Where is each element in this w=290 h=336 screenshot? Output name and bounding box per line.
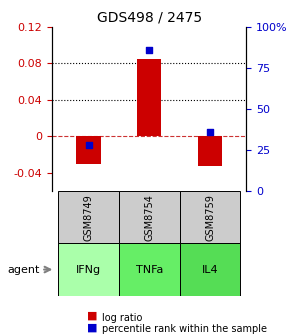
Bar xyxy=(77,136,101,164)
Text: agent: agent xyxy=(8,264,40,275)
Text: TNFa: TNFa xyxy=(136,264,163,275)
Title: GDS498 / 2475: GDS498 / 2475 xyxy=(97,10,202,24)
Point xyxy=(86,142,91,148)
Text: log ratio: log ratio xyxy=(102,312,142,323)
Text: GSM8754: GSM8754 xyxy=(144,194,154,241)
Point xyxy=(147,47,152,52)
Text: GSM8749: GSM8749 xyxy=(84,194,94,241)
Text: GSM8759: GSM8759 xyxy=(205,194,215,241)
FancyBboxPatch shape xyxy=(180,243,240,296)
Text: percentile rank within the sample: percentile rank within the sample xyxy=(102,324,267,334)
FancyBboxPatch shape xyxy=(58,191,119,243)
FancyBboxPatch shape xyxy=(58,243,119,296)
Bar xyxy=(137,59,162,136)
FancyBboxPatch shape xyxy=(119,191,180,243)
Text: ■: ■ xyxy=(87,311,97,321)
Text: IFNg: IFNg xyxy=(76,264,101,275)
Point xyxy=(208,129,212,135)
Text: ■: ■ xyxy=(87,323,97,333)
Bar xyxy=(198,136,222,166)
FancyBboxPatch shape xyxy=(119,243,180,296)
Text: IL4: IL4 xyxy=(202,264,218,275)
FancyBboxPatch shape xyxy=(180,191,240,243)
